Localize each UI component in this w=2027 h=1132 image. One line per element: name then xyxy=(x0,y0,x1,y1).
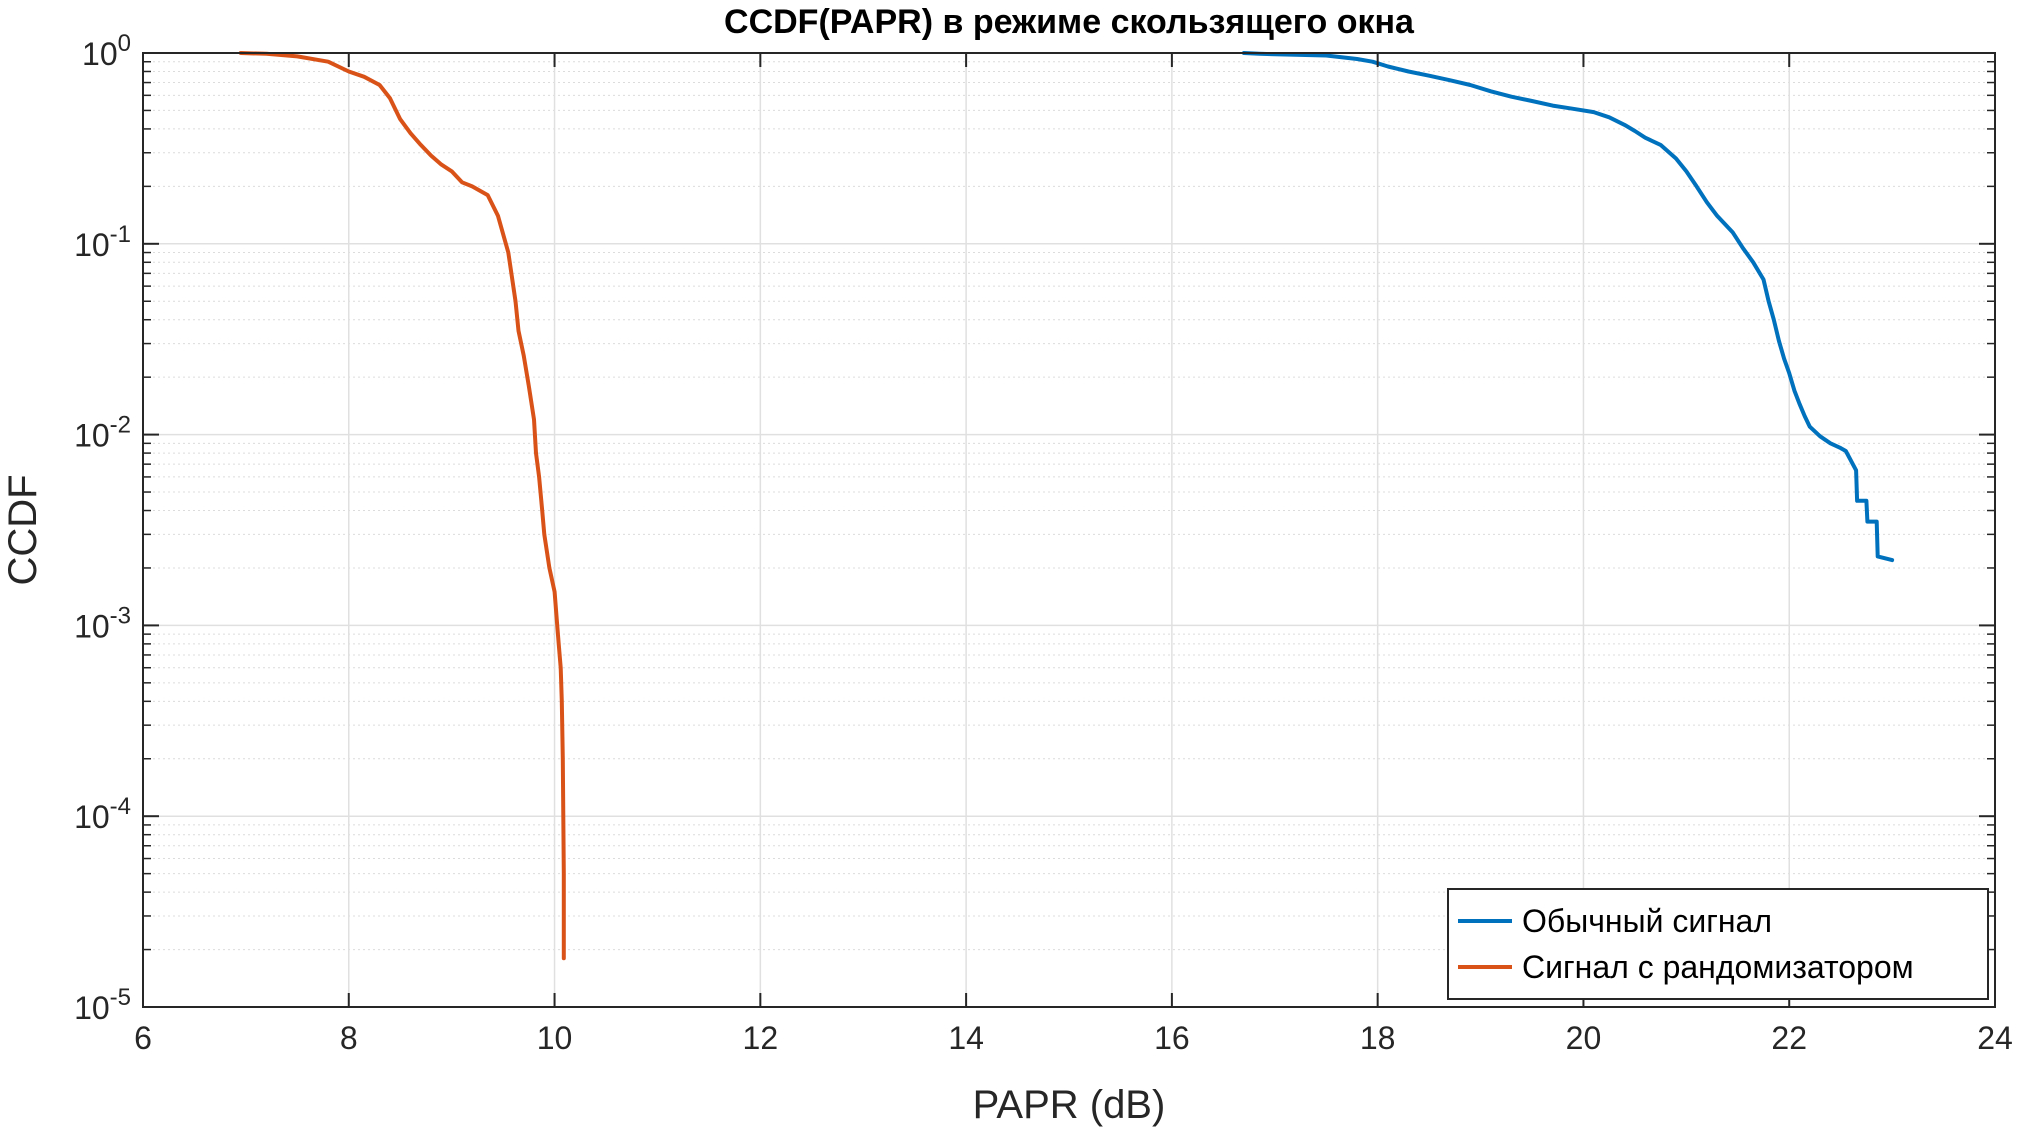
x-tick-label: 12 xyxy=(743,1020,779,1056)
x-axis-label: PAPR (dB) xyxy=(973,1083,1166,1127)
series-line-1 xyxy=(238,51,566,961)
x-tick-label: 22 xyxy=(1771,1020,1807,1056)
y-axis-label: CCDF xyxy=(1,474,45,585)
legend-label-ordinary-signal: Обычный сигнал xyxy=(1522,903,1772,939)
plot-frame xyxy=(142,52,1996,1008)
y-tick-label: 10-1 xyxy=(74,221,131,263)
x-tick-label: 8 xyxy=(340,1020,358,1056)
x-tick-labels: 6 8 10 12 14 16 18 20 22 24 xyxy=(134,1020,2013,1056)
x-tick-label: 20 xyxy=(1566,1020,1602,1056)
x-tick-label: 18 xyxy=(1360,1020,1396,1056)
x-tick-label: 10 xyxy=(537,1020,573,1056)
y-tick-labels: 100 10-1 10-2 10-3 10-4 10-5 xyxy=(74,30,131,1026)
legend: Обычный сигнал Сигнал с рандомизатором xyxy=(1447,888,1989,1000)
series-layer xyxy=(238,51,1895,961)
x-tick-label: 16 xyxy=(1154,1020,1190,1056)
tick-marks xyxy=(142,52,1996,1008)
y-tick-label: 10-3 xyxy=(74,602,131,644)
plot-area xyxy=(143,53,1995,1007)
x-tick-label: 14 xyxy=(948,1020,984,1056)
legend-box xyxy=(1447,888,1989,1000)
y-tick-label: 10-4 xyxy=(74,793,131,835)
chart-title: CCDF(PAPR) в режиме скользящего окна xyxy=(724,3,1415,41)
y-tick-label: 10-2 xyxy=(74,412,131,454)
legend-label-randomized-signal: Сигнал с рандомизатором xyxy=(1522,949,1914,985)
y-tick-label: 100 xyxy=(82,30,131,72)
x-tick-label: 24 xyxy=(1977,1020,2013,1056)
y-tick-label: 10-5 xyxy=(74,984,131,1026)
minor-grid xyxy=(143,61,1995,951)
x-tick-label: 6 xyxy=(134,1020,152,1056)
series-line-0 xyxy=(1241,51,1895,563)
